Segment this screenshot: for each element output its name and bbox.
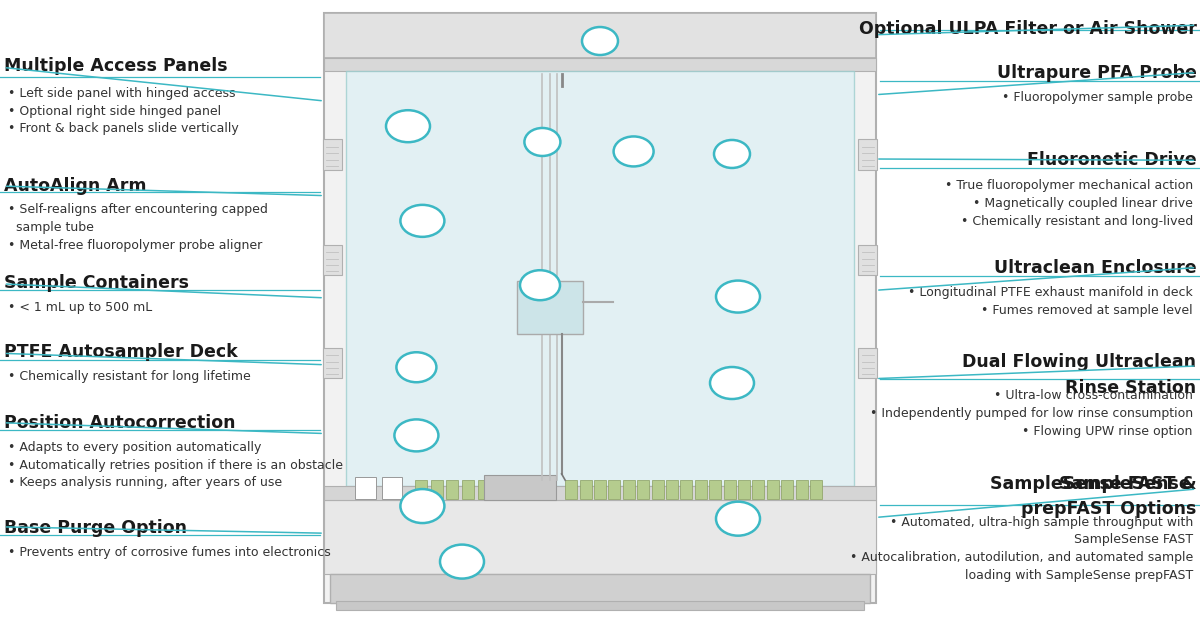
FancyBboxPatch shape [323,139,342,170]
Ellipse shape [524,128,560,156]
FancyBboxPatch shape [608,480,620,499]
Ellipse shape [710,367,754,399]
Text: SampleSense FAST &: SampleSense FAST & [990,475,1196,493]
Text: • Metal-free fluoropolymer probe aligner: • Metal-free fluoropolymer probe aligner [8,239,263,252]
FancyBboxPatch shape [324,500,876,574]
Ellipse shape [386,110,430,142]
Text: PTFE Autosampler Deck: PTFE Autosampler Deck [4,343,238,362]
FancyBboxPatch shape [323,245,342,275]
Text: sample tube: sample tube [8,221,95,234]
Text: • Autocalibration, autodilution, and automated sample: • Autocalibration, autodilution, and aut… [850,551,1193,564]
Ellipse shape [395,420,438,451]
Text: Optional ULPA Filter or Air Shower: Optional ULPA Filter or Air Shower [858,20,1196,38]
FancyBboxPatch shape [680,480,692,499]
Text: Base Purge Option: Base Purge Option [4,519,187,537]
Text: • Fluoropolymer sample probe: • Fluoropolymer sample probe [1002,91,1193,105]
Text: • Adapts to every position automatically: • Adapts to every position automatically [8,441,262,454]
FancyBboxPatch shape [594,480,606,499]
Ellipse shape [396,352,437,382]
Text: • Fumes removed at sample level: • Fumes removed at sample level [982,304,1193,317]
Ellipse shape [401,205,444,237]
FancyBboxPatch shape [666,480,678,499]
FancyBboxPatch shape [462,480,474,499]
Text: • < 1 mL up to 500 mL: • < 1 mL up to 500 mL [8,301,152,314]
FancyBboxPatch shape [796,480,808,499]
Text: • Flowing UPW rinse option: • Flowing UPW rinse option [1022,425,1193,438]
FancyBboxPatch shape [752,480,764,499]
Ellipse shape [440,545,484,579]
FancyBboxPatch shape [709,480,721,499]
FancyBboxPatch shape [858,245,877,275]
FancyBboxPatch shape [484,475,556,500]
FancyBboxPatch shape [637,480,649,499]
Text: Ultraclean Enclosure: Ultraclean Enclosure [994,259,1196,277]
Text: • Chemically resistant for long lifetime: • Chemically resistant for long lifetime [8,370,251,384]
Ellipse shape [714,140,750,168]
Text: Dual Flowing Ultraclean: Dual Flowing Ultraclean [962,353,1196,372]
FancyBboxPatch shape [323,348,342,378]
FancyBboxPatch shape [738,480,750,499]
Text: Ultrapure PFA Probe: Ultrapure PFA Probe [996,64,1196,83]
FancyBboxPatch shape [858,348,877,378]
Text: • Magnetically coupled linear drive: • Magnetically coupled linear drive [973,197,1193,210]
Ellipse shape [401,489,444,523]
Text: • Independently pumped for low rinse consumption: • Independently pumped for low rinse con… [870,407,1193,420]
FancyBboxPatch shape [355,477,376,499]
FancyBboxPatch shape [652,480,664,499]
FancyBboxPatch shape [324,13,876,58]
FancyBboxPatch shape [724,480,736,499]
Text: • Chemically resistant and long-lived: • Chemically resistant and long-lived [960,215,1193,228]
Text: • Prevents entry of corrosive fumes into electronics: • Prevents entry of corrosive fumes into… [8,546,331,559]
Text: AutoAlign Arm: AutoAlign Arm [4,177,146,195]
FancyBboxPatch shape [324,13,876,603]
FancyBboxPatch shape [446,480,458,499]
Text: • Automatically retries position if there is an obstacle: • Automatically retries position if ther… [8,459,343,472]
Text: prepFAST Options: prepFAST Options [1021,500,1196,518]
Text: • Ultra-low cross-contamination: • Ultra-low cross-contamination [994,389,1193,403]
FancyBboxPatch shape [330,574,870,603]
Ellipse shape [716,281,760,312]
FancyBboxPatch shape [858,139,877,170]
Ellipse shape [520,270,560,300]
FancyBboxPatch shape [623,480,635,499]
FancyBboxPatch shape [382,477,402,499]
Text: Position Autocorrection: Position Autocorrection [4,414,235,432]
Text: loading with SampleSense prepFAST: loading with SampleSense prepFAST [956,569,1193,582]
FancyBboxPatch shape [336,601,864,610]
Text: SampleSense: SampleSense [1058,475,1196,493]
FancyBboxPatch shape [324,486,876,500]
Ellipse shape [582,27,618,55]
FancyBboxPatch shape [580,480,592,499]
Text: • Longitudinal PTFE exhaust manifold in deck: • Longitudinal PTFE exhaust manifold in … [908,286,1193,300]
Ellipse shape [716,502,760,536]
Text: • Optional right side hinged panel: • Optional right side hinged panel [8,105,222,118]
Text: • Automated, ultra-high sample throughput with: • Automated, ultra-high sample throughpu… [889,516,1193,529]
Text: Fluoronetic Drive: Fluoronetic Drive [1027,151,1196,170]
FancyBboxPatch shape [767,480,779,499]
Text: Sample Containers: Sample Containers [4,274,188,293]
FancyBboxPatch shape [346,71,854,486]
FancyBboxPatch shape [431,480,443,499]
Text: Multiple Access Panels: Multiple Access Panels [4,57,227,75]
Text: SampleSense FAST: SampleSense FAST [1066,533,1193,546]
FancyBboxPatch shape [565,480,577,499]
Ellipse shape [613,136,654,167]
FancyBboxPatch shape [517,281,583,334]
Text: • Front & back panels slide vertically: • Front & back panels slide vertically [8,122,239,136]
FancyBboxPatch shape [415,480,427,499]
FancyBboxPatch shape [695,480,707,499]
FancyBboxPatch shape [781,480,793,499]
Text: • Left side panel with hinged access: • Left side panel with hinged access [8,87,236,100]
FancyBboxPatch shape [478,480,490,499]
FancyBboxPatch shape [324,58,876,71]
Text: • Self-realigns after encountering capped: • Self-realigns after encountering cappe… [8,203,269,216]
FancyBboxPatch shape [810,480,822,499]
Text: • Keeps analysis running, after years of use: • Keeps analysis running, after years of… [8,476,282,490]
Text: Rinse Station: Rinse Station [1066,379,1196,397]
Text: • True fluoropolymer mechanical action: • True fluoropolymer mechanical action [944,179,1193,192]
